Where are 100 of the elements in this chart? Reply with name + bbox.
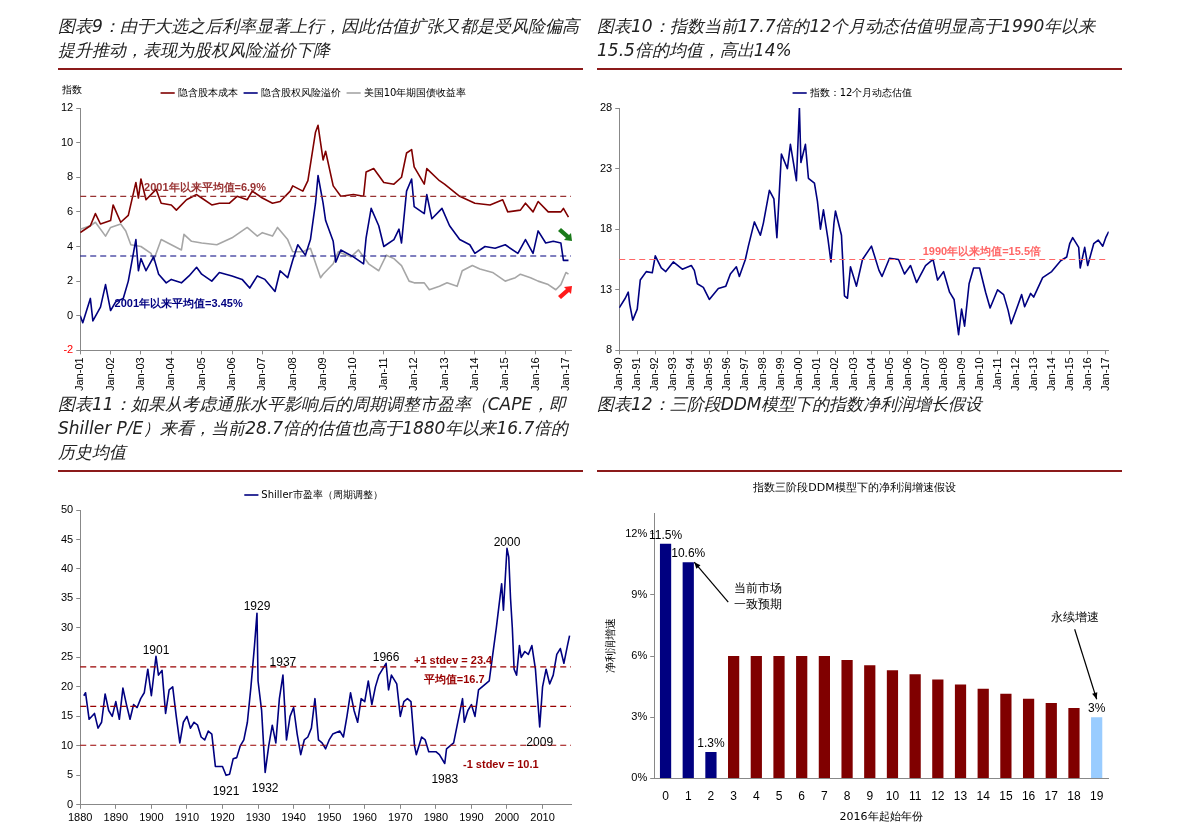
x-tick-label: Jan-99 <box>774 357 787 392</box>
bar <box>1068 708 1080 778</box>
x-tick-label: 1 <box>684 788 692 803</box>
x-tick-label: Jan-13 <box>437 357 450 392</box>
x-tick-label: Jan-94 <box>684 357 697 392</box>
x-tick-label: 2000 <box>494 811 520 824</box>
y-tick-label: 2 <box>67 274 74 287</box>
bar <box>682 562 694 778</box>
bar <box>659 543 672 778</box>
annotation: 1937 <box>269 655 297 670</box>
y-tick-label: 15 <box>60 709 74 722</box>
y-tick-label: 8 <box>606 343 613 356</box>
x-tick-label: Jan-03 <box>133 357 146 392</box>
x-tick-label: Jan-04 <box>164 357 177 392</box>
x-tick-label: 1940 <box>281 811 306 824</box>
x-tick-label: Jan-17 <box>1098 357 1111 392</box>
ref-line-label: 2001年以来平均值=3.45% <box>114 297 243 310</box>
x-tick-label: Jan-08 <box>936 357 949 392</box>
x-tick-label: 1980 <box>423 811 449 824</box>
annotation: 1921 <box>212 783 240 798</box>
x-tick-label: Jan-08 <box>285 357 298 392</box>
ref-line-label: +1 stdev = 23.4 <box>413 653 494 666</box>
bar <box>728 656 740 778</box>
x-tick-label: Jan-11 <box>990 357 1003 391</box>
y-tick-label: 0 <box>67 308 74 321</box>
y-tick-label: 28 <box>599 101 613 114</box>
x-tick-label: Jan-11 <box>376 357 389 391</box>
x-tick-label: Jan-07 <box>255 357 268 392</box>
x-tick-label: Jan-09 <box>316 357 329 392</box>
y-tick-label: -2 <box>63 343 74 356</box>
legend-label: 隐含股权风险溢价 <box>260 86 341 98</box>
data-label: 10.6% <box>671 546 706 561</box>
annotation: 永续增速 <box>1050 610 1099 625</box>
x-tick-label: 1920 <box>210 811 235 824</box>
x-tick-label: Jan-12 <box>1008 357 1021 392</box>
x-tick-label: Jan-15 <box>1062 357 1075 392</box>
x-tick-label: Jan-03 <box>846 357 859 392</box>
chart-subtitle: 指数三阶段DDM模型下的净利润增速假设 <box>752 481 956 495</box>
chart-title: 图表11：如果从考虑通胀水平影响后的周期调整市盈率（CAPE，即Shiller P/E）来看，当前28.7倍的估值也高于1880年以来16.7倍的历史均值 <box>58 392 583 472</box>
x-tick-label: Jan-92 <box>648 357 661 392</box>
chart-title: 图表10：指数当前17.7倍的12个月动态估值明显高于1990年以来15.5倍的均值，高出14% <box>597 14 1122 70</box>
y-tick-label: 25 <box>60 650 74 663</box>
y-tick-label: 18 <box>599 222 613 235</box>
data-label: 3% <box>1087 701 1106 716</box>
bar <box>954 684 967 778</box>
x-tick-label: Jan-02 <box>103 357 116 392</box>
x-tick-label: 4 <box>752 788 760 803</box>
y-tick-label: 50 <box>60 503 74 516</box>
x-tick-label: 1890 <box>103 811 129 824</box>
y-tick-label: 6% <box>631 649 648 662</box>
x-tick-label: Jan-10 <box>346 357 359 392</box>
y-tick-label: 12 <box>60 101 74 114</box>
x-tick-label: 7 <box>821 788 829 803</box>
x-tick-label: 1930 <box>245 811 271 824</box>
bar <box>1000 693 1012 778</box>
x-tick-label: Jan-90 <box>612 357 625 392</box>
x-tick-label: 5 <box>775 788 783 803</box>
data-label: 1.3% <box>697 735 725 750</box>
annotation: 2000 <box>493 534 521 549</box>
x-tick-label: Jan-17 <box>558 357 571 392</box>
x-tick-label: Jan-05 <box>882 357 895 392</box>
x-tick-label: 18 <box>1067 788 1081 803</box>
bar <box>750 656 762 778</box>
x-tick-label: 15 <box>999 788 1013 803</box>
x-tick-label: Jan-97 <box>738 357 751 392</box>
y-axis-title: 净利润增速 <box>604 618 618 674</box>
y-tick-label: 8 <box>67 170 74 183</box>
bar <box>977 688 989 778</box>
x-tick-label: Jan-07 <box>918 357 931 392</box>
x-tick-label: 9 <box>866 788 874 803</box>
x-tick-label: 1950 <box>316 811 342 824</box>
x-tick-label: Jan-01 <box>810 357 823 392</box>
x-tick-label: 8 <box>843 788 851 803</box>
x-tick-label: 1880 <box>67 811 93 824</box>
bar <box>841 660 853 778</box>
bar <box>932 679 944 778</box>
x-tick-label: Jan-16 <box>528 357 541 392</box>
bar <box>1091 717 1103 778</box>
x-tick-label: Jan-96 <box>720 357 733 392</box>
y-tick-label: 6 <box>67 204 74 217</box>
chart-title: 图表9：由于大选之后利率显著上行，因此估值扩张又都是受风险偏高提升推动，表现为股权风险溢价下降 <box>58 14 583 70</box>
annotation: 1983 <box>431 771 459 786</box>
ref-line-label: -1 stdev = 10.1 <box>463 758 539 771</box>
y-tick-label: 20 <box>60 679 74 692</box>
x-tick-label: Jan-04 <box>864 357 877 392</box>
y-tick-label: 10 <box>60 738 74 751</box>
x-tick-label: Jan-00 <box>792 357 805 392</box>
y-tick-label: 30 <box>60 620 74 633</box>
x-tick-label: 1910 <box>174 811 200 824</box>
x-tick-label: Jan-91 <box>630 357 643 392</box>
x-tick-label: 13 <box>953 788 968 803</box>
x-tick-label: 2 <box>707 788 715 803</box>
y-tick-label: 5 <box>67 768 74 781</box>
y-tick-label: 9% <box>631 587 648 600</box>
legend-label: 美国10年期国债收益率 <box>363 86 467 98</box>
x-tick-label: 0 <box>662 788 670 803</box>
x-tick-label: Jan-14 <box>1044 357 1057 392</box>
x-tick-label: Jan-10 <box>972 357 985 392</box>
annotation: 当前市场一致预期 <box>734 581 783 612</box>
annotation: 2009 <box>526 735 554 750</box>
